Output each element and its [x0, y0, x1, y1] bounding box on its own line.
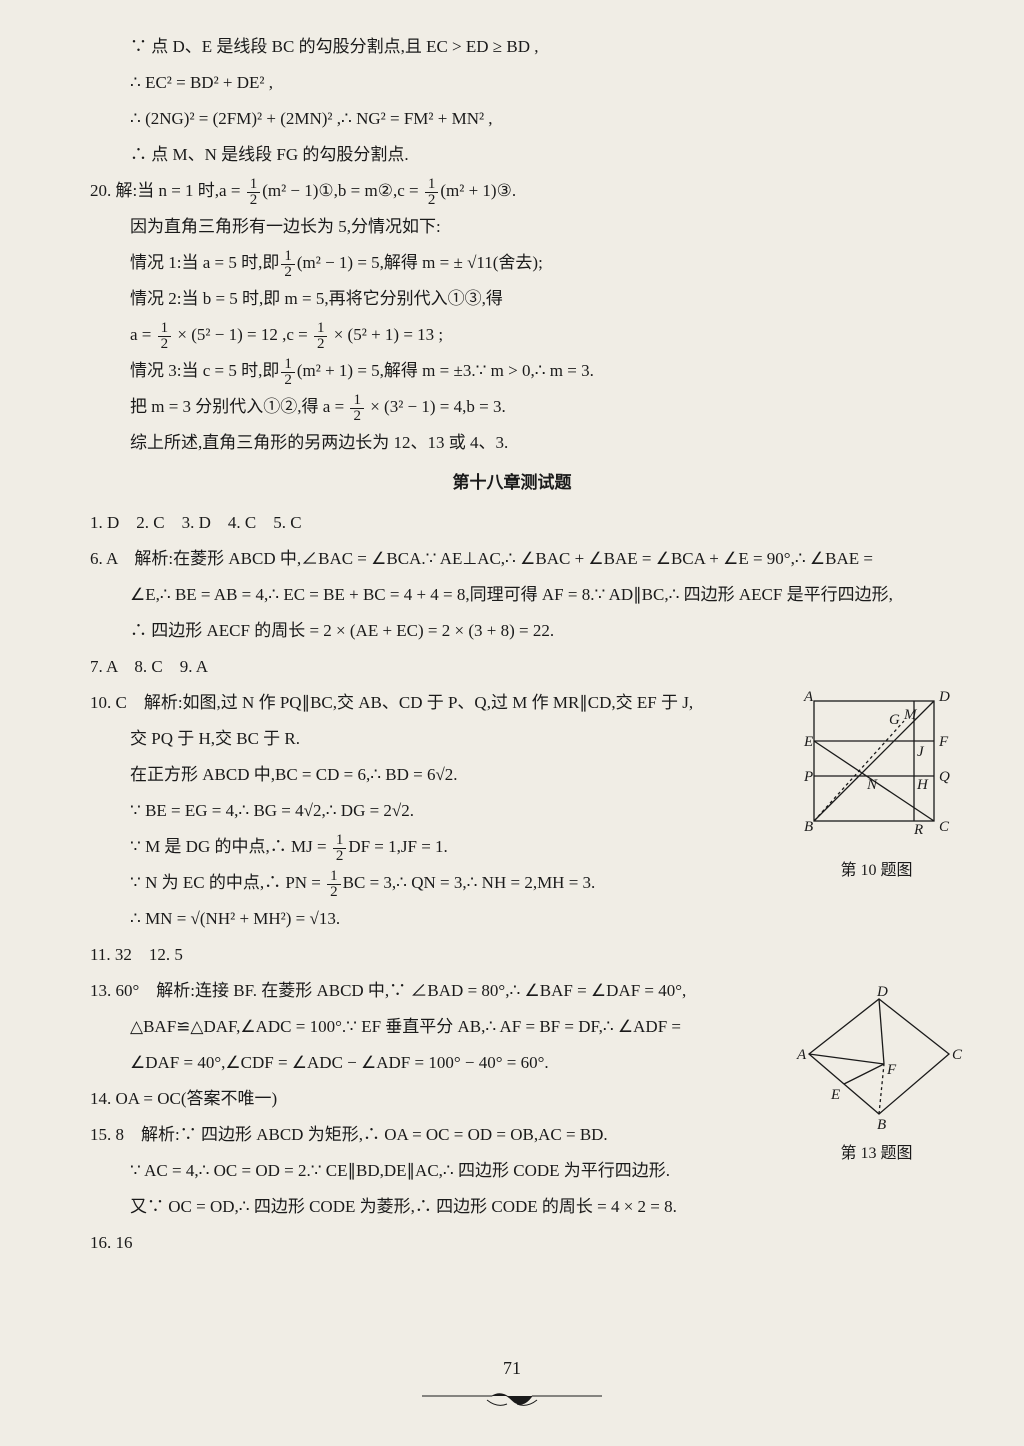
svg-text:F: F — [938, 734, 949, 750]
q20-case1: 情况 1:当 a = 5 时,即12(m² − 1) = 5,解得 m = ± … — [90, 246, 934, 280]
q15-l3: 又∵ OC = OD,∴ 四边形 CODE 为菱形,∴ 四边形 CODE 的周长… — [90, 1190, 934, 1224]
page-content: ∵ 点 D、E 是线段 BC 的勾股分割点,且 EC > ED ≥ BD , ∴… — [90, 30, 934, 1260]
page-footer: 71 — [0, 1350, 1024, 1426]
q20-case3c-a: 把 m = 3 分别代入①②,得 a = — [130, 397, 348, 416]
svg-text:M: M — [903, 707, 918, 723]
svg-text:Q: Q — [939, 769, 950, 785]
q20-case3-b: (m² + 1) = 5,解得 m = ±3.∵ m > 0,∴ m = 3. — [297, 361, 594, 380]
top-l3: ∴ (2NG)² = (2FM)² + (2MN)² ,∴ NG² = FM² … — [90, 102, 934, 136]
q20-case3-a: 情况 3:当 c = 5 时,即 — [130, 361, 279, 380]
q20-intro-c: (m² + 1)③. — [440, 181, 516, 200]
q6-l1: 6. A 解析:在菱形 ABCD 中,∠BAC = ∠BCA.∵ AE⊥AC,∴… — [90, 542, 934, 576]
q20-case1-b: (m² − 1) = 5,解得 m = ± √11(舍去); — [297, 253, 543, 272]
q6-l2: ∠E,∴ BE = AB = 4,∴ EC = BE + BC = 4 + 4 … — [90, 578, 934, 612]
svg-text:E: E — [830, 1087, 840, 1103]
q20-case3c: 把 m = 3 分别代入①②,得 a = 12 × (3² − 1) = 4,b… — [90, 390, 934, 424]
svg-text:B: B — [804, 819, 813, 835]
svg-text:B: B — [877, 1117, 886, 1133]
q13-figure: A D C B E F 第 13 题图 — [789, 984, 964, 1170]
q16: 16. 16 — [90, 1226, 934, 1260]
top-l4: ∴ 点 M、N 是线段 FG 的勾股分割点. — [90, 138, 934, 172]
q10-l6b: BC = 3,∴ QN = 3,∴ NH = 2,MH = 3. — [343, 873, 596, 892]
q20-case2b-a: a = — [130, 325, 156, 344]
svg-text:G: G — [889, 712, 900, 728]
q20-case2: 情况 2:当 b = 5 时,即 m = 5,再将它分别代入①③,得 — [90, 282, 934, 316]
q20-conclusion: 综上所述,直角三角形的另两边长为 12、13 或 4、3. — [90, 426, 934, 460]
svg-text:A: A — [803, 689, 814, 705]
q10-l5b: DF = 1,JF = 1. — [348, 837, 447, 856]
svg-text:D: D — [938, 689, 950, 705]
svg-text:A: A — [796, 1047, 807, 1063]
svg-text:C: C — [952, 1047, 963, 1063]
q10-caption: 第 10 题图 — [789, 855, 964, 887]
svg-text:R: R — [913, 822, 923, 838]
q10-block: A D E F P Q B C R G M J H N 第 10 题图 10 — [90, 686, 934, 936]
svg-text:F: F — [886, 1062, 897, 1078]
answers-7-9: 7. A 8. C 9. A — [90, 650, 934, 684]
answers-11-12: 11. 32 12. 5 — [90, 938, 934, 972]
ornament-icon — [0, 1390, 1024, 1426]
top-l2: ∴ EC² = BD² + DE² , — [90, 66, 934, 100]
svg-text:C: C — [939, 819, 950, 835]
q10-l5a: ∵ M 是 DG 的中点,∴ MJ = — [130, 837, 331, 856]
q20-l2: 因为直角三角形有一边长为 5,分情况如下: — [90, 210, 934, 244]
svg-text:P: P — [803, 769, 813, 785]
q6-l3: ∴ 四边形 AECF 的周长 = 2 × (AE + EC) = 2 × (3 … — [90, 614, 934, 648]
page-number: 71 — [0, 1350, 1024, 1386]
svg-text:H: H — [916, 777, 929, 793]
q20-case3: 情况 3:当 c = 5 时,即12(m² + 1) = 5,解得 m = ±3… — [90, 354, 934, 388]
q13-block: A D C B E F 第 13 题图 13. 60° 解析:连接 BF. 在菱… — [90, 974, 934, 1224]
svg-text:N: N — [866, 777, 878, 793]
q20-case2b-c: × (5² + 1) = 13 ; — [329, 325, 443, 344]
q20-intro-b: (m² − 1)①,b = m②,c = — [262, 181, 423, 200]
top-l1: ∵ 点 D、E 是线段 BC 的勾股分割点,且 EC > ED ≥ BD , — [90, 30, 934, 64]
chapter-title: 第十八章测试题 — [90, 466, 934, 500]
svg-text:E: E — [803, 734, 813, 750]
svg-text:J: J — [917, 744, 925, 760]
q10-l6a: ∵ N 为 EC 的中点,∴ PN = — [130, 873, 325, 892]
q10-l7: ∴ MN = √(NH² + MH²) = √13. — [90, 902, 934, 936]
answers-1-5: 1. D 2. C 3. D 4. C 5. C — [90, 506, 934, 540]
svg-text:D: D — [876, 984, 888, 1000]
q10-figure: A D E F P Q B C R G M J H N 第 10 题图 — [789, 686, 964, 887]
q20-case1-a: 情况 1:当 a = 5 时,即 — [130, 253, 279, 272]
q20-intro: 20. 解:当 n = 1 时,a = 12(m² − 1)①,b = m②,c… — [90, 174, 934, 208]
q20-intro-a: 20. 解:当 n = 1 时,a = — [90, 181, 245, 200]
q20-case2b-b: × (5² − 1) = 12 ,c = — [173, 325, 312, 344]
q13-caption: 第 13 题图 — [789, 1138, 964, 1170]
q20-case3c-b: × (3² − 1) = 4,b = 3. — [366, 397, 506, 416]
q13-diagram: A D C B E F — [789, 984, 964, 1134]
q20-case2b: a = 12 × (5² − 1) = 12 ,c = 12 × (5² + 1… — [90, 318, 934, 352]
q10-diagram: A D E F P Q B C R G M J H N — [789, 686, 964, 851]
